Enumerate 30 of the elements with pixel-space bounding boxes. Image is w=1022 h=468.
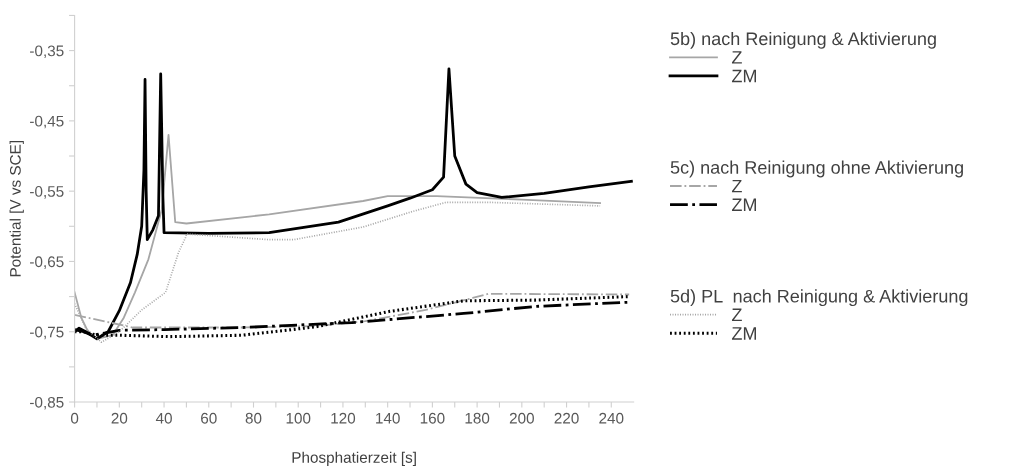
y-tick-label: -0,65 [30, 256, 64, 269]
x-tick-label: 60 [201, 412, 217, 424]
x-tick-label: 100 [286, 412, 311, 424]
y-tick-label: -0,45 [30, 115, 64, 129]
x-tick-label: 180 [465, 412, 490, 424]
text: 5b) nach Reinigung & Aktivierung [670, 31, 936, 49]
legend-label: ZM [731, 69, 756, 83]
legend-label: ZM [731, 327, 756, 340]
legend-label: Z [731, 179, 742, 193]
x-axis-title: Phosphatierzeit [s] [292, 451, 416, 466]
x-tick-label: 80 [245, 412, 262, 424]
y-tick-label: -0,75 [30, 326, 64, 340]
x-tick-label: 120 [331, 412, 356, 424]
y-axis-title: Potential [V vs SCE] [9, 141, 24, 277]
x-tick-label: 220 [554, 412, 579, 424]
x-tick-label: 160 [420, 412, 445, 424]
y-tick-label: -0,85 [30, 396, 64, 410]
x-tick-label: 140 [376, 412, 400, 424]
x-tick-label: 40 [155, 412, 172, 424]
legend-label: Z [731, 308, 742, 322]
text: 5d) PL nach Reinigung & Aktivierung [670, 289, 968, 307]
text: 5c) nach Reinigung ohne Aktivierung [670, 160, 963, 178]
legend-label: Z [731, 51, 742, 64]
x-tick-label: 200 [509, 412, 534, 424]
x-tick-label: 240 [599, 412, 624, 424]
y-tick-label: -0,55 [30, 186, 64, 199]
legend-label: ZM [731, 198, 756, 211]
x-tick-label: 20 [111, 412, 128, 424]
y-tick-label: -0,35 [30, 45, 64, 59]
x-tick-label: 0 [70, 412, 79, 424]
